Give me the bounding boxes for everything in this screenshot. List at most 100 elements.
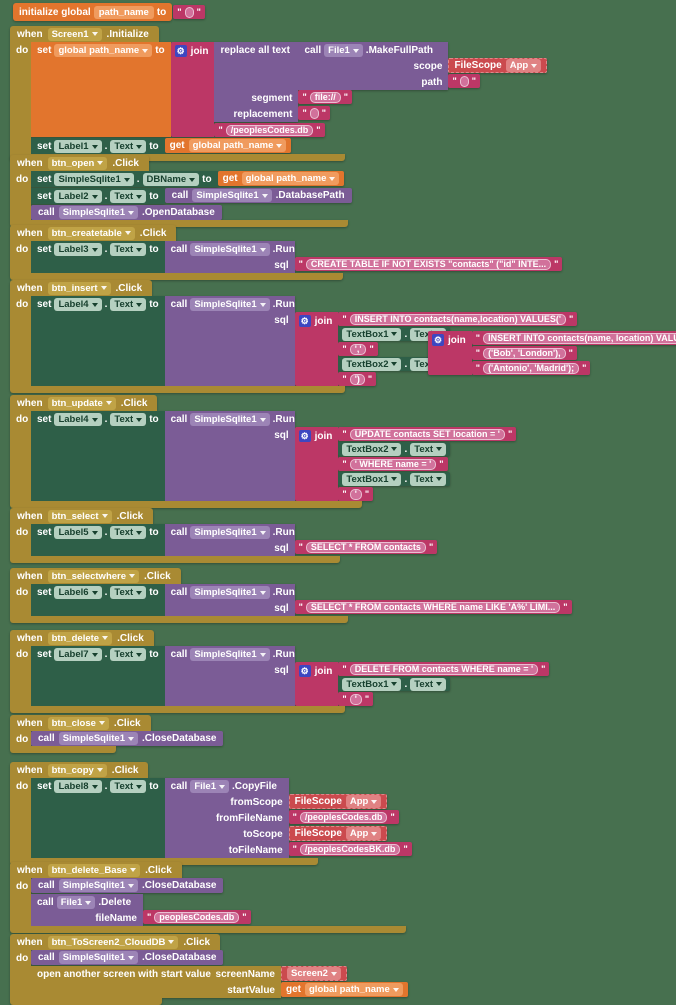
- property-getter-block[interactable]: TextBox2 . Text: [338, 442, 451, 456]
- property-getter-block[interactable]: TextBox1 . Text: [338, 677, 451, 691]
- get-variable-block[interactable]: get global path_name: [217, 171, 345, 186]
- property-dropdown[interactable]: Text: [110, 243, 147, 256]
- call-method-block[interactable]: call SimpleSqlite1 .DatabasePath: [164, 188, 352, 203]
- set-global-variable-block[interactable]: set global path_name to ⚙ join replace al…: [31, 42, 548, 137]
- string-field[interactable]: UPDATE contacts SET location = ': [349, 428, 505, 440]
- text-string-block[interactable]: " SELECT * FROM contacts ": [294, 540, 438, 554]
- filescope-dropdown[interactable]: App: [345, 795, 382, 808]
- component-dropdown[interactable]: SimpleSqlite1: [58, 879, 138, 892]
- filescope-block[interactable]: FileScope App: [288, 794, 388, 809]
- set-property-block[interactable]: set Label4 . Text to call SimpleSqlite1 …: [31, 296, 578, 386]
- join-block[interactable]: ⚙ join " DELETE FROM contacts WHERE name =…: [294, 662, 550, 706]
- component-dropdown[interactable]: TextBox1: [342, 327, 402, 341]
- text-string-block[interactable]: " ',' ": [338, 342, 378, 356]
- string-field[interactable]: [459, 75, 469, 87]
- block-when-btn-insert[interactable]: when btn_insert .Click do set Label4 . T…: [10, 280, 578, 393]
- component-dropdown[interactable]: SimpleSqlite1: [192, 189, 272, 202]
- property-dropdown[interactable]: Text: [410, 442, 447, 456]
- text-string-block[interactable]: " peoplesCodes.db ": [143, 910, 251, 924]
- set-property-block[interactable]: set Label6 . Text to call SimpleSqlite1 …: [31, 584, 572, 616]
- string-field[interactable]: peoplesCodes.db: [154, 911, 240, 923]
- block-initialize-global[interactable]: initialize global path_name to " ": [13, 3, 205, 21]
- text-string-block[interactable]: " INSERT INTO contacts(name,location) VAL…: [338, 312, 578, 326]
- replace-all-text-block[interactable]: replace all text call File1 .MakeFullPat…: [214, 42, 548, 122]
- string-field[interactable]: SELECT * FROM contacts WHERE name LIKE '…: [305, 601, 561, 613]
- component-dropdown[interactable]: SimpleSqlite1: [190, 298, 270, 311]
- event-component-dropdown[interactable]: btn_copy: [47, 763, 107, 777]
- component-dropdown[interactable]: Label5: [54, 526, 102, 539]
- string-field[interactable]: DELETE FROM contacts WHERE name = ': [349, 663, 539, 675]
- component-dropdown[interactable]: Label6: [54, 586, 102, 599]
- property-dropdown[interactable]: Text: [110, 586, 147, 599]
- call-method-block[interactable]: call SimpleSqlite1 .CloseDatabase: [31, 731, 224, 746]
- string-field[interactable]: CREATE TABLE IF NOT EXISTS "contacts" ("…: [305, 258, 552, 270]
- set-property-block[interactable]: set Label4 . Text to call SimpleSqlite1 …: [31, 411, 517, 501]
- block-when-btn-open[interactable]: when btn_open .Click do set SimpleSqlite…: [10, 155, 352, 227]
- component-dropdown[interactable]: File1: [324, 44, 363, 57]
- call-run-block[interactable]: call SimpleSqlite1 .Run sql " CREATE TABL…: [164, 241, 563, 273]
- property-dropdown[interactable]: Text: [410, 472, 447, 486]
- screen-helper-block[interactable]: Screen2: [281, 966, 347, 981]
- string-field[interactable]: INSERT INTO contacts(name, location) VAL…: [483, 332, 676, 344]
- event-component-dropdown[interactable]: btn_update: [47, 396, 116, 410]
- text-string-block[interactable]: "/peoplesCodes.db ": [214, 123, 325, 137]
- block-when-btn-toscreen2-clouddb[interactable]: when btn_ToScreen2_CloudDB .Click do cal…: [10, 934, 408, 1005]
- event-component-dropdown[interactable]: Screen1: [47, 27, 102, 41]
- string-field[interactable]: ('Antonio', 'Madrid');: [483, 362, 580, 374]
- get-variable-block[interactable]: get global path_name: [281, 982, 408, 997]
- text-string-block[interactable]: " ": [173, 5, 205, 19]
- event-component-dropdown[interactable]: btn_insert: [47, 281, 111, 295]
- block-when-btn-createtable[interactable]: when btn_createtable .Click do set Label…: [10, 225, 563, 280]
- string-field[interactable]: /peoplesCodes.db: [225, 124, 314, 136]
- component-dropdown[interactable]: SimpleSqlite1: [190, 243, 270, 256]
- screen-dropdown[interactable]: Screen2: [287, 967, 341, 980]
- text-string-block[interactable]: " ' ": [338, 692, 374, 706]
- text-string-block[interactable]: " CREATE TABLE IF NOT EXISTS "contacts" (…: [294, 257, 563, 271]
- mutator-gear-icon[interactable]: ⚙: [298, 430, 311, 442]
- string-field[interactable]: ',': [349, 343, 367, 355]
- block-when-btn-delete[interactable]: when btn_delete .Click do set Label7 . T…: [10, 630, 550, 713]
- call-method-block[interactable]: call SimpleSqlite1 .OpenDatabase: [31, 205, 222, 220]
- set-property-block[interactable]: set Label5 . Text to call SimpleSqlite1 …: [31, 524, 438, 556]
- component-dropdown[interactable]: TextBox1: [342, 677, 402, 691]
- component-dropdown[interactable]: Label8: [54, 780, 102, 793]
- call-method-block[interactable]: call SimpleSqlite1 .CloseDatabase: [31, 878, 224, 893]
- event-component-dropdown[interactable]: btn_createtable: [47, 226, 135, 240]
- component-dropdown[interactable]: SimpleSqlite1: [190, 526, 270, 539]
- variable-dropdown[interactable]: global path_name: [305, 983, 403, 996]
- mutator-gear-icon[interactable]: ⚙: [432, 334, 444, 346]
- property-dropdown[interactable]: Text: [110, 413, 147, 426]
- set-property-block[interactable]: set Label2 . Text to call SimpleSqlite1 …: [31, 188, 352, 204]
- mutator-gear-icon[interactable]: ⚙: [298, 665, 311, 677]
- call-makefullpath-block[interactable]: call File1 .MakeFullPath scope FileScope: [298, 42, 548, 90]
- property-getter-block[interactable]: TextBox1 . Text: [338, 327, 451, 341]
- open-another-screen-block[interactable]: open another screen with start value scr…: [31, 966, 408, 998]
- join-block[interactable]: ⚙ join replace all text call File1 .MakeF…: [170, 42, 548, 137]
- block-when-btn-select[interactable]: when btn_select .Click do set Label5 . T…: [10, 508, 438, 563]
- event-component-dropdown[interactable]: btn_ToScreen2_CloudDB: [47, 935, 179, 949]
- property-dropdown[interactable]: Text: [110, 648, 147, 661]
- property-dropdown[interactable]: DBName: [142, 173, 200, 186]
- block-when-btn-update[interactable]: when btn_update .Click do set Label4 . T…: [10, 395, 517, 508]
- event-component-dropdown[interactable]: btn_delete: [47, 631, 113, 645]
- set-property-block[interactable]: set Label8 . Text to call File1 .CopyFil…: [31, 778, 412, 858]
- text-string-block[interactable]: " ' ": [338, 487, 374, 501]
- text-string-block[interactable]: "/peoplesCodes.db ": [288, 810, 399, 824]
- string-field[interactable]: [184, 6, 194, 18]
- text-string-block[interactable]: " ' WHERE name = ' ": [338, 457, 448, 471]
- component-dropdown[interactable]: SimpleSqlite1: [190, 648, 270, 661]
- block-when-btn-selectwhere[interactable]: when btn_selectwhere .Click do set Label…: [10, 568, 572, 623]
- mutator-gear-icon[interactable]: ⚙: [298, 315, 311, 327]
- property-dropdown[interactable]: Text: [110, 190, 147, 203]
- set-property-block[interactable]: set Label7 . Text to call SimpleSqlite1 …: [31, 646, 550, 706]
- filescope-dropdown[interactable]: App: [505, 59, 542, 72]
- call-run-block[interactable]: call SimpleSqlite1 .Run sql ⚙ join " UPDAT…: [164, 411, 517, 501]
- component-dropdown[interactable]: TextBox1: [342, 472, 402, 486]
- component-dropdown[interactable]: TextBox2: [342, 442, 402, 456]
- call-run-block[interactable]: call SimpleSqlite1 .Run sql ⚙ join " DELET…: [164, 646, 550, 706]
- property-dropdown[interactable]: Text: [410, 677, 447, 691]
- string-field[interactable]: ': [349, 488, 362, 500]
- event-component-dropdown[interactable]: btn_delete_Base: [47, 863, 141, 877]
- get-variable-block[interactable]: get global path_name: [164, 138, 292, 153]
